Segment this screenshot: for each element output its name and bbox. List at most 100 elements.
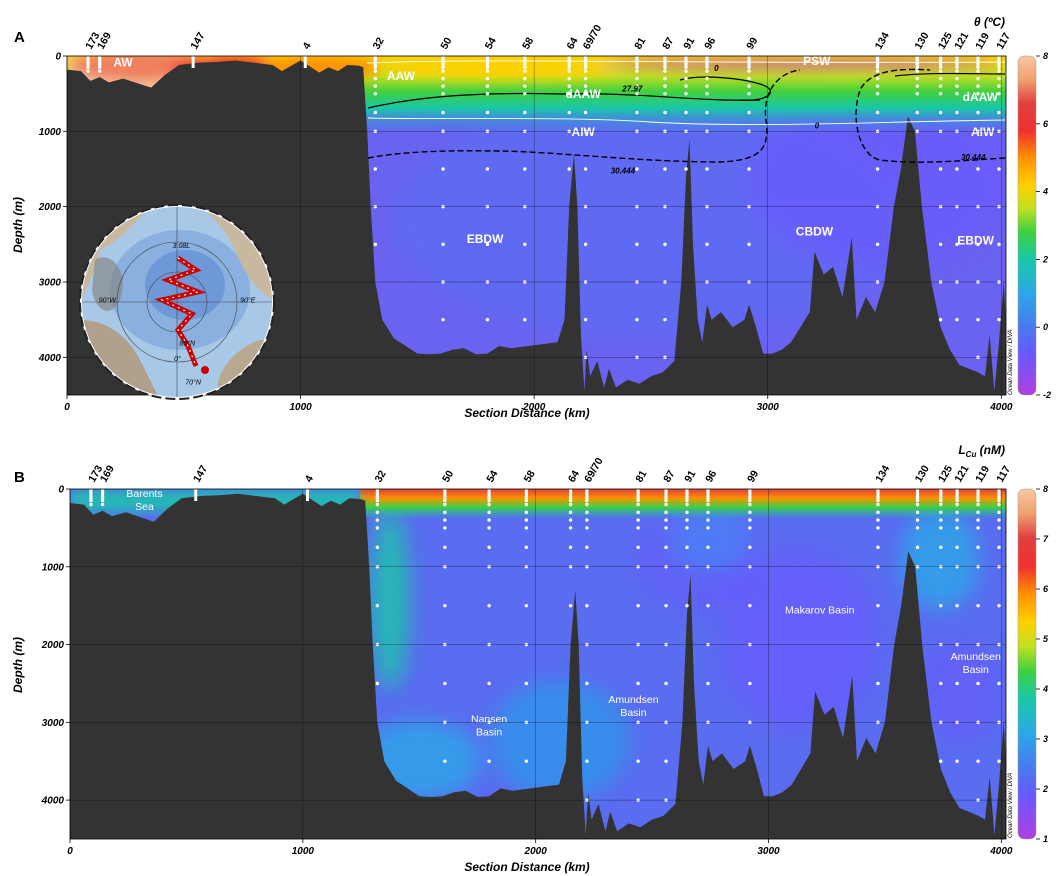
sample-point xyxy=(976,65,980,70)
sample-point xyxy=(663,84,667,88)
sample-point xyxy=(706,498,710,503)
sample-point xyxy=(567,61,571,66)
panel-b-y-axis-title: Depth (m) xyxy=(11,637,25,693)
sample-point xyxy=(585,759,589,763)
sample-point xyxy=(955,58,959,62)
sample-point xyxy=(747,69,751,73)
sample-point xyxy=(685,526,689,530)
sample-point xyxy=(747,61,751,66)
sample-point xyxy=(876,495,880,499)
sample-point xyxy=(997,518,1001,522)
sample-point xyxy=(568,510,573,515)
station-label: 81 xyxy=(632,35,648,51)
panel-b-frame xyxy=(69,488,1007,840)
panel-a-axis-ticks: 0 1000 2000 3000 4000 0 1000 2000 3000 4000 xyxy=(38,52,1013,414)
sample-point xyxy=(375,681,380,686)
station-surface-samples xyxy=(748,489,752,501)
station-label: 54 xyxy=(484,468,500,484)
sample-point xyxy=(487,681,491,686)
basin-label: Nansen xyxy=(471,713,507,725)
y-tick-label: 3000 xyxy=(42,718,65,729)
sample-point xyxy=(375,498,380,503)
basin-label: Sea xyxy=(135,501,154,513)
sample-point xyxy=(976,545,980,550)
colorbar-tick-label: 1 xyxy=(1043,834,1048,844)
sample-point xyxy=(875,91,880,96)
sample-point xyxy=(955,110,959,115)
sample-point xyxy=(568,491,573,495)
colorbar-tick-label: 4 xyxy=(1042,684,1048,694)
sample-point xyxy=(876,518,880,522)
y-tick-label: 0 xyxy=(55,52,61,63)
sample-point xyxy=(938,110,943,115)
sample-point xyxy=(487,518,491,522)
sample-point xyxy=(441,317,445,322)
sample-point xyxy=(636,491,640,495)
sample-point xyxy=(568,502,573,507)
sample-point xyxy=(938,65,943,70)
sample-point xyxy=(706,526,710,530)
station-label: 121 xyxy=(952,463,971,484)
sample-point xyxy=(875,61,880,66)
sample-point xyxy=(684,65,688,70)
sample-point xyxy=(955,317,959,322)
sample-point xyxy=(706,603,710,608)
sample-point xyxy=(441,65,445,70)
station-label: 50 xyxy=(438,35,454,51)
sample-point xyxy=(684,58,688,62)
sample-point xyxy=(706,518,710,522)
sample-point xyxy=(663,167,667,171)
contour-label: 30.444 xyxy=(611,167,636,176)
sample-point xyxy=(976,69,980,73)
sample-point xyxy=(938,84,943,88)
sample-point xyxy=(583,69,588,73)
panel-b-gridlines xyxy=(70,489,1006,839)
sample-point xyxy=(441,242,445,247)
sample-point xyxy=(915,84,919,88)
sample-point xyxy=(685,545,689,550)
sample-point xyxy=(523,65,527,70)
sample-point xyxy=(876,510,880,515)
sample-point xyxy=(567,58,571,62)
sample-point xyxy=(915,65,919,70)
sample-point xyxy=(955,681,959,686)
station-label: 96 xyxy=(703,468,719,484)
y-tick-label: 1000 xyxy=(39,127,62,138)
sample-point xyxy=(876,498,880,503)
station-surface-samples xyxy=(375,489,379,501)
sample-point xyxy=(955,510,959,515)
sample-point xyxy=(524,491,529,495)
y-tick-label: 4000 xyxy=(38,353,62,364)
sample-point xyxy=(635,317,639,322)
sample-point xyxy=(685,518,689,522)
panel-b-colorbar: 1 2 3 4 5 6 7 8 xyxy=(1017,484,1049,844)
sample-point xyxy=(747,242,751,247)
sample-point xyxy=(443,518,447,522)
sample-point xyxy=(748,518,752,522)
water-mass-label: EBDW xyxy=(467,232,504,246)
sample-point xyxy=(955,65,959,70)
sample-point xyxy=(664,502,668,507)
station-label: 99 xyxy=(745,468,761,484)
sample-point xyxy=(523,317,527,322)
sample-point xyxy=(100,502,105,507)
station-surface-samples xyxy=(876,489,880,501)
sample-point xyxy=(567,76,571,81)
panel-b-bathymetry xyxy=(70,493,1006,839)
sample-point xyxy=(523,242,527,247)
basin-label: Basin xyxy=(476,726,502,738)
sample-point xyxy=(706,681,710,686)
sample-point xyxy=(373,58,378,62)
station-surface-samples xyxy=(585,489,589,501)
colorbar-tick-label: 4 xyxy=(1042,187,1048,197)
basin-label: Makarov Basin xyxy=(785,604,855,616)
sample-point xyxy=(915,76,919,81)
sample-point xyxy=(705,242,709,247)
station-label: 130 xyxy=(913,463,932,484)
sample-point xyxy=(997,317,1001,322)
panel-b-surface-layer xyxy=(360,489,1006,519)
sample-point xyxy=(487,498,491,503)
sample-point xyxy=(875,69,880,73)
sample-point xyxy=(375,510,380,515)
sample-point xyxy=(487,502,491,507)
